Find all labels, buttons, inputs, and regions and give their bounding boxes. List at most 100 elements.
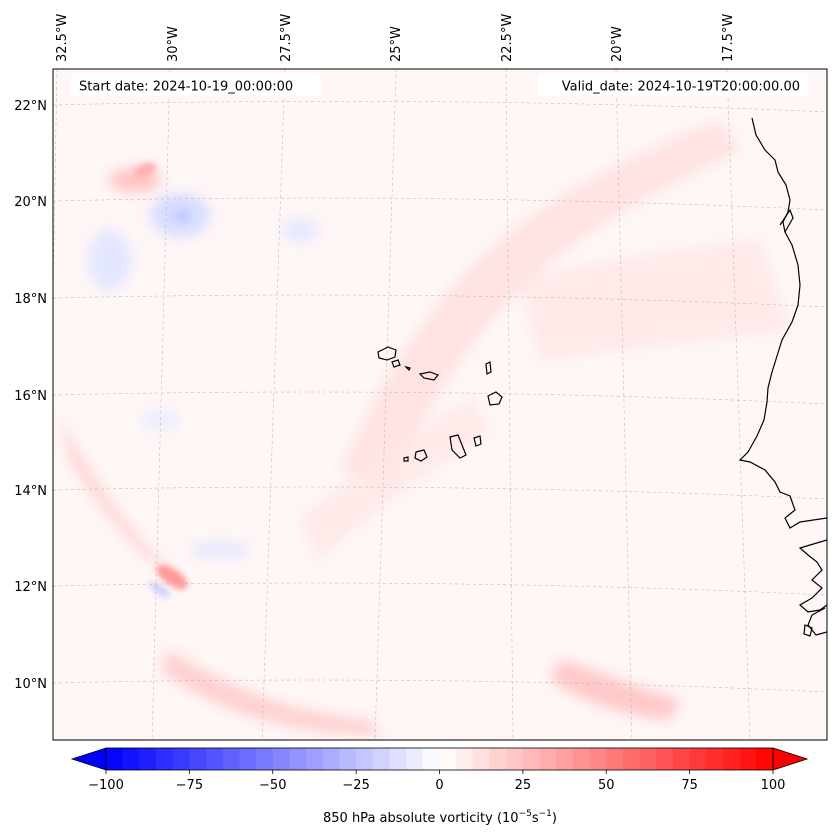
colorbar-cell [472, 748, 490, 770]
colorbar-cell [556, 748, 574, 770]
map-background [53, 69, 827, 740]
parallel-20n [53, 197, 827, 211]
colorbar-cell [156, 748, 174, 770]
colorbar-cell [522, 748, 540, 770]
africa-coastline [738, 117, 827, 613]
colorbar-cell [139, 748, 157, 770]
vorticity-negative-region [190, 542, 250, 558]
colorbar-cell [572, 748, 590, 770]
valid-date-label: Valid_date: 2024-10-19T20:00:00.00 [562, 80, 800, 95]
colorbar-label: 850 hPa absolute vorticity (10−5s−1) [323, 809, 557, 826]
fogo-island [414, 449, 428, 462]
sal-island [485, 361, 492, 375]
colorbar-tick-label: 100 [761, 778, 786, 793]
maio-island [473, 435, 482, 447]
colorbar-cell [656, 748, 674, 770]
santo-antao-island [377, 346, 397, 361]
graticule [53, 69, 827, 740]
colorbar-cell [539, 748, 557, 770]
colorbar-cell [256, 748, 274, 770]
lon-label: 27.5°W [279, 14, 294, 62]
lon-label: 17.5°W [721, 14, 736, 62]
coastlines [377, 117, 827, 637]
colorbar-tick-label: 75 [681, 778, 698, 793]
colorbar-cells [106, 748, 774, 770]
map-panel: Start date: 2024-10-19_00:00:00 Valid_da… [14, 14, 828, 741]
colorbar-cell [206, 748, 224, 770]
coast-island-small [803, 624, 813, 637]
colorbar-label-end: ) [552, 811, 557, 826]
colorbar-cell [589, 748, 607, 770]
coast-island-north [807, 607, 827, 636]
latitude-labels: 22°N 20°N 18°N 16°N 14°N 12°N 10°N [14, 99, 47, 692]
colorbar-cell [639, 748, 657, 770]
lon-label: 25°W [389, 26, 404, 62]
meridian-17-5w [726, 69, 751, 740]
vorticity-positive-region [550, 660, 680, 720]
lon-label: 32.5°W [55, 14, 70, 62]
start-date-box [71, 75, 321, 96]
vorticity-maximum [133, 162, 157, 178]
colorbar-label-exp1: −5 [519, 809, 532, 819]
colorbar-cell [272, 748, 290, 770]
colorbar-cell [422, 748, 440, 770]
santiago-island [449, 434, 467, 459]
colorbar-ticks: −100 −75 −50 −25 0 25 50 75 100 [88, 770, 785, 793]
boa-vista-island [487, 391, 503, 406]
brava-island [403, 456, 409, 462]
vorticity-minimum [174, 209, 190, 223]
colorbar-cell [189, 748, 207, 770]
colorbar-label-main: 850 hPa absolute vorticity (10 [323, 811, 519, 826]
parallel-18n [53, 294, 827, 308]
colorbar-cell [456, 748, 474, 770]
colorbar-cell [439, 748, 457, 770]
vorticity-positive-region [520, 240, 790, 360]
valid-date-box [538, 75, 808, 96]
colorbar-tick-label: −75 [176, 778, 203, 793]
colorbar-cell [172, 748, 190, 770]
sao-vicente-island [391, 359, 401, 368]
start-date-label: Start date: 2024-10-19_00:00:00 [79, 80, 293, 95]
colorbar-cell [122, 748, 140, 770]
colorbar: −100 −75 −50 −25 0 25 50 75 100 850 hPa absolute… [70, 747, 809, 826]
colorbar-tick-label: 25 [515, 778, 532, 793]
colorbar-max-extend [772, 747, 809, 771]
parallel-12n [53, 582, 827, 596]
colorbar-cell [489, 748, 507, 770]
santa-luzia-island [404, 365, 411, 372]
lat-label: 10°N [14, 677, 47, 692]
colorbar-tick-label: 50 [598, 778, 615, 793]
colorbar-cell [339, 748, 357, 770]
parallel-10n [53, 679, 827, 693]
lon-label: 22.5°W [500, 14, 515, 62]
colorbar-cell [722, 748, 741, 770]
meridian-20w [615, 69, 633, 740]
colorbar-cell [706, 748, 724, 770]
colorbar-cell [389, 748, 407, 770]
colorbar-cell [222, 748, 240, 770]
meridian-22-5w [505, 69, 514, 740]
colorbar-cell [622, 748, 640, 770]
colorbar-tick-label: −25 [342, 778, 369, 793]
colorbar-label-exp2: −1 [539, 809, 552, 819]
colorbar-min-extend [70, 747, 107, 771]
lat-label: 16°N [14, 389, 47, 404]
sao-nicolau-island [418, 371, 439, 381]
longitude-labels: 32.5°W 30°W 27.5°W 25°W 22.5°W 20°W 17.5… [55, 14, 736, 62]
lon-label: 30°W [166, 26, 181, 62]
map-frame [52, 68, 828, 741]
meridian-27-5w [261, 69, 286, 740]
parallel-16n [53, 391, 827, 405]
colorbar-cell [306, 748, 324, 770]
colorbar-cell [356, 748, 374, 770]
coast-inlet [779, 208, 794, 233]
colorbar-tick-label: 0 [435, 778, 443, 793]
colorbar-cell [322, 748, 340, 770]
colorbar-cell [756, 748, 774, 770]
vorticity-positive-band [160, 650, 380, 735]
colorbar-tick-label: −50 [259, 778, 286, 793]
vorticity-positive-band [300, 400, 490, 560]
vorticity-maximum [156, 564, 188, 590]
vorticity-positive-band [340, 120, 740, 490]
lat-label: 22°N [14, 99, 47, 114]
